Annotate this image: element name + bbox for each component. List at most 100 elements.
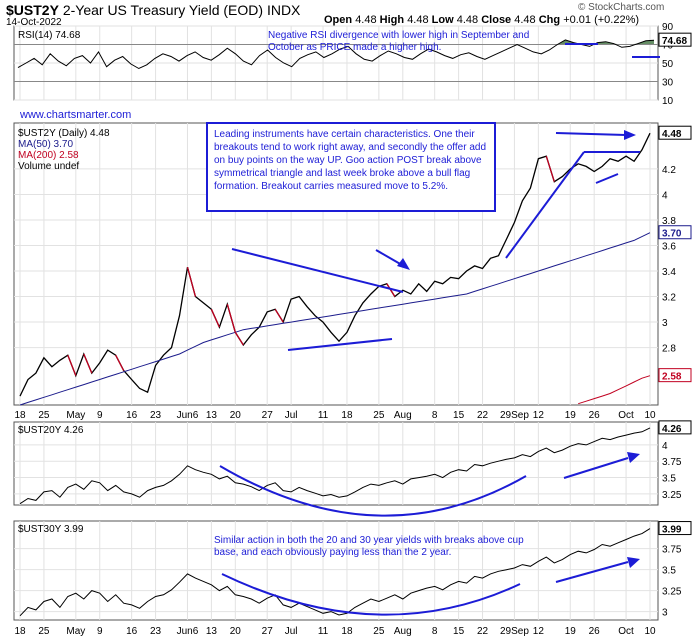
ma200-last-label-box [658,368,692,383]
price-y-tick: 4.2 [662,165,676,176]
price-last-label: 4.48 [662,129,682,140]
x-tick-label-bottom: Jul [285,626,298,637]
legend-ma50: MA(50) 3.70 [18,139,74,150]
ust30-y-tick: 3.75 [662,545,682,556]
x-tick-label-bottom: 19 [565,626,577,637]
price-down-segment [545,155,555,182]
legend-price: $UST2Y (Daily) 4.48 [18,128,110,139]
x-tick-label: 16 [126,410,138,421]
rsi-annotation: Negative RSI divergence with lower high … [268,30,530,53]
price-down-segment [386,283,396,297]
price-y-tick: 3.8 [662,216,676,227]
symbol: $UST2Y [6,2,59,18]
ust30-last-label-box [658,521,692,536]
x-tick-label: Aug [394,410,412,421]
x-tick-label: 29Sep [500,410,529,421]
x-tick-label-bottom: 16 [126,626,138,637]
exchange: INDX [266,2,301,18]
x-tick-label: 26 [589,410,601,421]
x-tick-label: 18 [14,410,26,421]
ust30-arrow-head [627,557,640,568]
price-down-segment [226,304,236,333]
copyright: © StockCharts.com [578,2,665,13]
price-down-segment [67,354,77,376]
ust30-legend: $UST30Y 3.99 [18,524,84,535]
ust20-last-label-box [658,420,692,435]
x-tick-label: 18 [341,410,353,421]
x-tick-label-bottom: Jun6 [177,626,199,637]
ust30-last-label: 3.99 [662,525,682,536]
rsi-legend: RSI(14) 74.68 [18,30,81,41]
x-tick-label-bottom: 9 [97,626,103,637]
price-y-tick: 3.6 [662,241,676,252]
ust20-y-tick: 3.5 [662,474,676,485]
price-line [19,132,651,397]
rsi-y-tick: 10 [662,96,674,107]
x-tick-label: 23 [150,410,162,421]
x-tick-label: 10 [644,410,656,421]
chart-date: 14-Oct-2022 [6,17,62,28]
x-tick-label-bottom: 25 [373,626,385,637]
legend-volume: Volume undef [18,161,80,172]
price-y-tick: 3.4 [662,267,676,278]
ust20-y-tick: 4 [662,441,668,452]
rsi-y-tick: 90 [662,22,674,33]
breakout-arrow-line [555,132,627,136]
price-last-label-box [658,125,692,140]
x-tick-label-bottom: 27 [262,626,274,637]
price-down-segment [115,354,125,371]
ust20-arrow-line [563,457,629,479]
price-y-tick: 3.2 [662,293,676,304]
x-tick-label: 9 [97,410,103,421]
x-tick-label-bottom: 20 [230,626,242,637]
price-down-segment [234,331,244,346]
ust20-y-tick: 3.75 [662,457,682,468]
x-tick-label: 20 [230,410,242,421]
x-tick-label-bottom: 13 [206,626,218,637]
ust30-y-tick: 3.25 [662,587,682,598]
x-tick-label: 13 [206,410,218,421]
panel-frame-p30 [13,520,659,621]
x-tick-label-bottom: 22 [477,626,489,637]
x-tick-label: 25 [373,410,385,421]
x-tick-label-bottom: 18 [341,626,353,637]
x-tick-label: 19 [565,410,577,421]
price-y-tick: 4 [662,190,668,201]
x-tick-label: 8 [432,410,438,421]
cup-annotation: Similar action in both the 20 and 30 yea… [214,535,524,558]
triangle-upper-line [231,248,404,293]
x-tick-label-bottom: 15 [453,626,465,637]
rsi-y-tick: 30 [662,78,674,89]
chart-title: $UST2Y 2-Year US Treasury Yield (EOD) IN… [6,2,300,18]
website-link[interactable]: www.chartsmarter.com [20,109,132,121]
breakout-arrow-head [624,130,636,140]
ust30-y-tick: 3 [662,608,668,619]
breakout-pointer-head [397,258,410,270]
ust20-cup-arc [219,465,527,517]
ust30-cup-arc [221,573,521,616]
rsi-line [17,39,655,70]
close-value: 4.48 [514,14,536,26]
x-tick-label-bottom: May [66,626,85,637]
ma50-last-label-box [658,225,692,240]
x-tick-label: 11 [318,410,329,421]
open-value: 4.48 [355,14,377,26]
x-tick-label-bottom: 8 [432,626,438,637]
x-tick-label: 15 [453,410,465,421]
commentary-box: Leading instruments have certain charact… [206,122,496,212]
price-down-segment [210,309,220,328]
x-tick-label: Jul [285,410,298,421]
breakout-pointer-line [375,249,403,266]
x-tick-label-bottom: 29Sep [500,626,529,637]
flag-pole-line [505,151,585,259]
x-tick-label: 12 [533,410,545,421]
price-y-tick: 3 [662,318,668,329]
ohlc-readout: Open 4.48 High 4.48 Low 4.48 Close 4.48 … [324,14,640,26]
x-tick-label: May [66,410,85,421]
x-tick-label: 25 [38,410,50,421]
panel-frame-p20 [13,421,659,506]
x-tick-label-bottom: Oct [618,626,634,637]
x-tick-label-bottom: 26 [589,626,601,637]
legend-ma200: MA(200) 2.58 [18,150,79,161]
ust20-line [19,427,651,505]
